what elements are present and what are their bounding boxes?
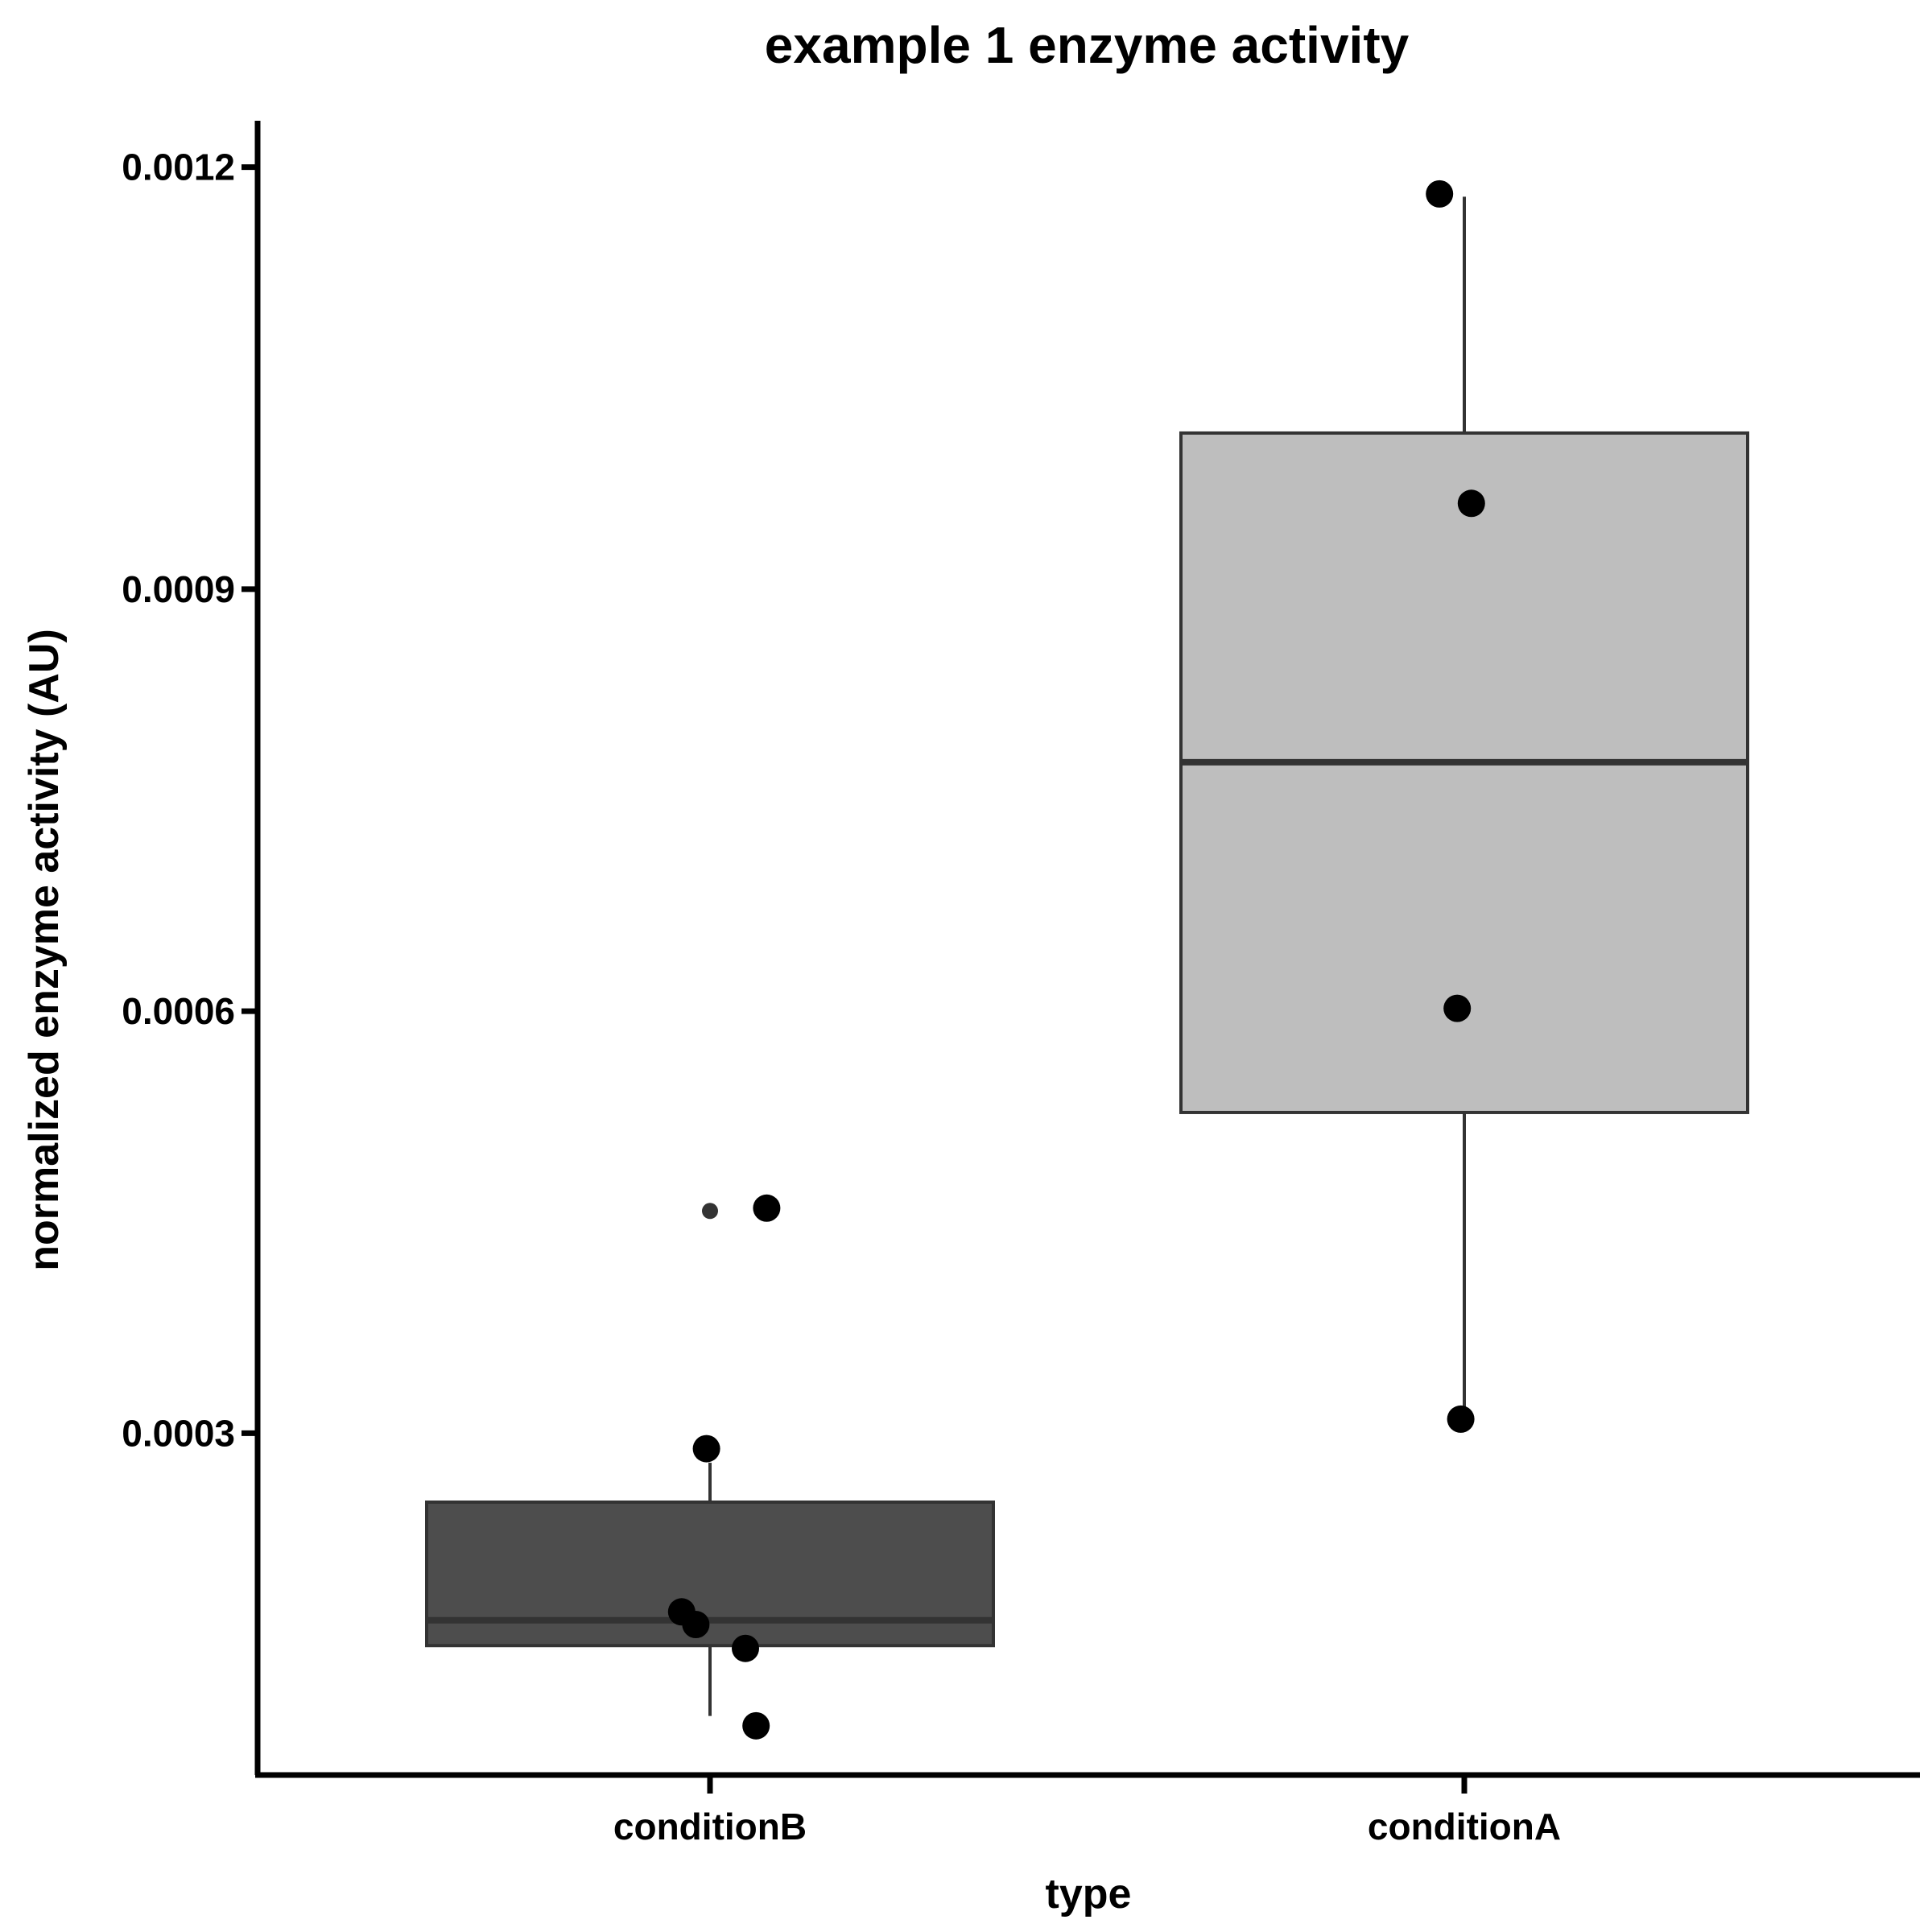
box-group-conditionA [1179, 180, 1749, 1433]
data-point [732, 1634, 759, 1662]
y-axis-title: normalized enzyme activity (AU) [21, 629, 68, 1271]
data-point [692, 1435, 720, 1463]
chart-title: example 1 enzyme activity [765, 16, 1410, 74]
data-point [682, 1611, 710, 1639]
x-axis-title: type [1046, 1871, 1132, 1918]
x-tick-label: conditionA [1368, 1806, 1561, 1847]
box-group-conditionB [425, 1194, 995, 1740]
data-point [1426, 180, 1454, 208]
y-ticks: 0.0003 0.0006 0.0009 0.0012 [122, 147, 258, 1454]
data-point [1447, 1405, 1475, 1433]
outlier-point [702, 1203, 718, 1220]
x-tick-label: conditionB [613, 1806, 807, 1847]
plot-area [425, 180, 1749, 1740]
data-point [742, 1711, 770, 1740]
data-point [753, 1194, 781, 1222]
y-tick-label: 0.0006 [122, 990, 235, 1032]
y-tick-label: 0.0009 [122, 568, 235, 610]
x-ticks: conditionB conditionA [613, 1777, 1561, 1847]
data-point [1443, 994, 1472, 1022]
y-tick-label: 0.0012 [122, 147, 235, 188]
data-point [1457, 489, 1485, 518]
box [425, 1500, 995, 1648]
y-tick-label: 0.0003 [122, 1412, 235, 1454]
